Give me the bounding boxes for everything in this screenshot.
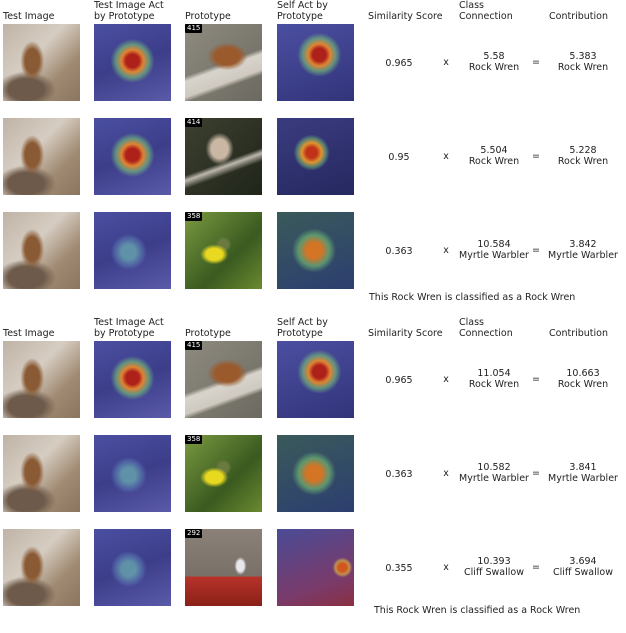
header-self-act: Self Act by	[277, 317, 328, 328]
class-connection-value: 5.58	[483, 51, 505, 62]
class-connection-class: Myrtle Warbler	[459, 473, 529, 484]
class-connection-value: 10.584	[477, 239, 511, 250]
header-self-act-2: Prototype	[277, 328, 323, 339]
header-connection: Class	[459, 0, 484, 11]
self-activation-heatmap	[277, 118, 354, 195]
prototype-id-badge: 358	[185, 212, 203, 221]
test-activation-heatmap	[94, 341, 171, 418]
self-activation-heatmap	[277, 212, 354, 289]
header-contribution: Contribution	[549, 11, 608, 22]
class-connection-class: Rock Wren	[468, 379, 520, 390]
class-connection-value: 5.504	[480, 145, 508, 156]
header-self-act: Self Act by	[277, 0, 328, 11]
contribution-class: Rock Wren	[557, 379, 609, 390]
prototype-id-badge: 414	[185, 118, 203, 127]
contribution-class: Cliff Swallow	[553, 567, 613, 578]
test-activation-heatmap	[94, 118, 171, 195]
times-symbol: x	[443, 57, 449, 68]
classification-summary: This Rock Wren is classified as a Rock W…	[374, 605, 581, 616]
prototype-image: 358	[185, 212, 262, 289]
explanation-panel: Test Image Test Image Act by Prototype Prot…	[0, 317, 626, 633]
equals-symbol: =	[532, 468, 540, 479]
times-symbol: x	[443, 245, 449, 256]
test-image	[3, 118, 80, 195]
header-contribution: Contribution	[549, 328, 608, 339]
times-symbol: x	[443, 151, 449, 162]
header-test-image: Test Image	[3, 11, 55, 22]
similarity-score: 0.363	[385, 246, 413, 257]
test-activation-heatmap	[94, 529, 171, 606]
header-connection: Class	[459, 317, 484, 328]
prototype-image: 292	[185, 529, 262, 606]
contribution-value: 3.841	[569, 462, 597, 473]
self-activation-heatmap	[277, 529, 354, 606]
header-test-act: Test Image Act	[94, 317, 164, 328]
header-similarity: Similarity Score	[368, 11, 443, 22]
contribution-value: 3.694	[569, 556, 597, 567]
similarity-score: 0.355	[385, 563, 413, 574]
class-connection-class: Cliff Swallow	[464, 567, 524, 578]
header-test-act-2: by Prototype	[94, 328, 155, 339]
similarity-score: 0.965	[385, 58, 413, 69]
self-activation-heatmap	[277, 24, 354, 101]
similarity-score: 0.95	[388, 152, 410, 163]
class-connection-class: Myrtle Warbler	[459, 250, 529, 261]
times-symbol: x	[443, 374, 449, 385]
class-connection-value: 10.582	[477, 462, 511, 473]
test-image	[3, 341, 80, 418]
explanation-panel: Test Image Test Image Act by Prototype Prot…	[0, 0, 626, 316]
prototype-id-badge: 358	[185, 435, 203, 444]
equals-symbol: =	[532, 151, 540, 162]
contribution-value: 5.383	[569, 51, 597, 62]
prototype-image: 358	[185, 435, 262, 512]
contribution-value: 3.842	[569, 239, 597, 250]
header-test-act: Test Image Act	[94, 0, 164, 11]
contribution-class: Myrtle Warbler	[548, 250, 618, 261]
header-test-image: Test Image	[3, 328, 55, 339]
test-image	[3, 24, 80, 101]
header-prototype: Prototype	[185, 11, 231, 22]
test-image	[3, 529, 80, 606]
times-symbol: x	[443, 562, 449, 573]
classification-summary: This Rock Wren is classified as a Rock W…	[369, 292, 576, 303]
prototype-image: 414	[185, 118, 262, 195]
prototype-id-badge: 415	[185, 341, 203, 350]
header-self-act-2: Prototype	[277, 11, 323, 22]
equals-symbol: =	[532, 562, 540, 573]
similarity-score: 0.363	[385, 469, 413, 480]
prototype-id-badge: 292	[185, 529, 203, 538]
class-connection-value: 10.393	[477, 556, 511, 567]
similarity-score: 0.965	[385, 375, 413, 386]
test-activation-heatmap	[94, 435, 171, 512]
contribution-class: Rock Wren	[557, 156, 609, 167]
equals-symbol: =	[532, 245, 540, 256]
self-activation-heatmap	[277, 435, 354, 512]
header-similarity: Similarity Score	[368, 328, 443, 339]
equals-symbol: =	[532, 374, 540, 385]
class-connection-value: 11.054	[477, 368, 511, 379]
test-activation-heatmap	[94, 212, 171, 289]
prototype-id-badge: 415	[185, 24, 203, 33]
contribution-class: Rock Wren	[557, 62, 609, 73]
class-connection-class: Rock Wren	[468, 62, 520, 73]
header-connection-2: Connection	[459, 11, 513, 22]
test-activation-heatmap	[94, 24, 171, 101]
prototype-image: 415	[185, 341, 262, 418]
contribution-class: Myrtle Warbler	[548, 473, 618, 484]
contribution-value: 5.228	[569, 145, 597, 156]
equals-symbol: =	[532, 57, 540, 68]
header-prototype: Prototype	[185, 328, 231, 339]
self-activation-heatmap	[277, 341, 354, 418]
contribution-value: 10.663	[566, 368, 600, 379]
class-connection-class: Rock Wren	[468, 156, 520, 167]
test-image	[3, 212, 80, 289]
prototype-image: 415	[185, 24, 262, 101]
header-connection-2: Connection	[459, 328, 513, 339]
header-test-act-2: by Prototype	[94, 11, 155, 22]
times-symbol: x	[443, 468, 449, 479]
test-image	[3, 435, 80, 512]
